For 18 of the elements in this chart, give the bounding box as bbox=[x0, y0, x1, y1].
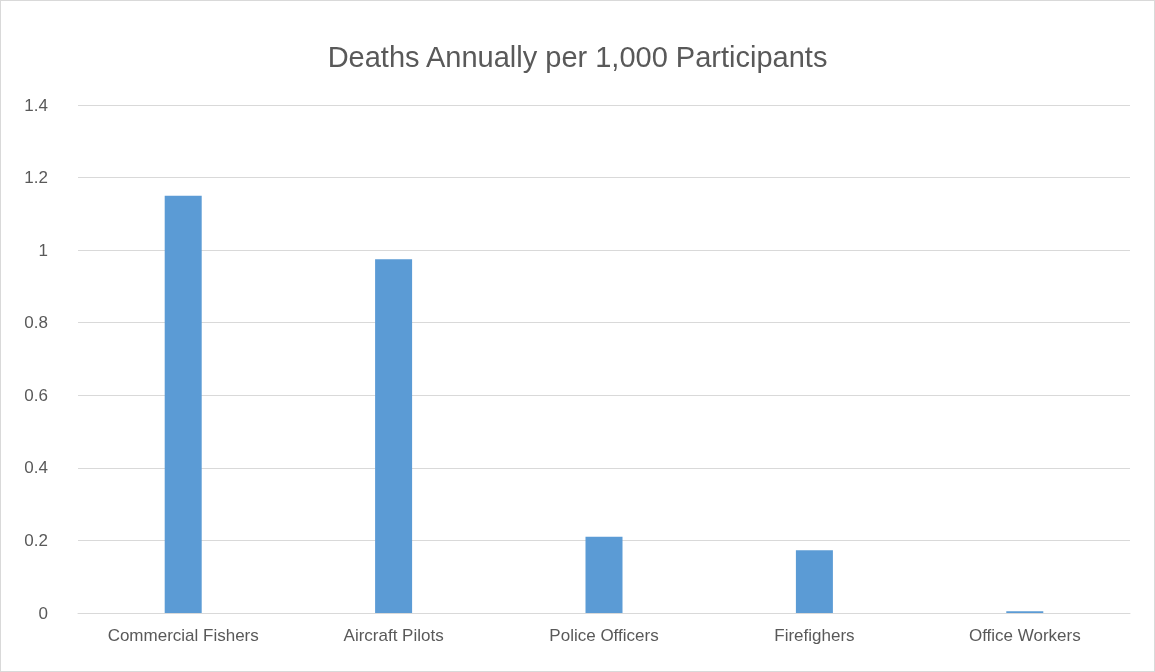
bar bbox=[164, 195, 202, 613]
y-tick-label: 0.6 bbox=[24, 385, 48, 405]
x-tick-label: Firefighers bbox=[774, 626, 855, 645]
chart-title: Deaths Annually per 1,000 Participants bbox=[327, 40, 828, 73]
y-tick-label: 0.2 bbox=[24, 530, 48, 550]
x-tick-label: Police Officers bbox=[549, 626, 659, 645]
x-tick-label: Office Workers bbox=[968, 626, 1081, 645]
bar bbox=[585, 536, 623, 613]
y-tick-label: 0.8 bbox=[24, 313, 48, 333]
y-tick-label: 0 bbox=[38, 603, 48, 623]
x-tick-label: Aircraft Pilots bbox=[343, 626, 444, 645]
bar bbox=[375, 259, 413, 613]
bar bbox=[795, 550, 833, 613]
x-tick-label: Commercial Fishers bbox=[107, 626, 259, 645]
y-tick-label: 1.2 bbox=[24, 168, 48, 188]
y-tick-label: 0.4 bbox=[24, 458, 48, 478]
y-tick-label: 1 bbox=[38, 240, 48, 260]
y-tick-label: 1.4 bbox=[24, 95, 48, 115]
